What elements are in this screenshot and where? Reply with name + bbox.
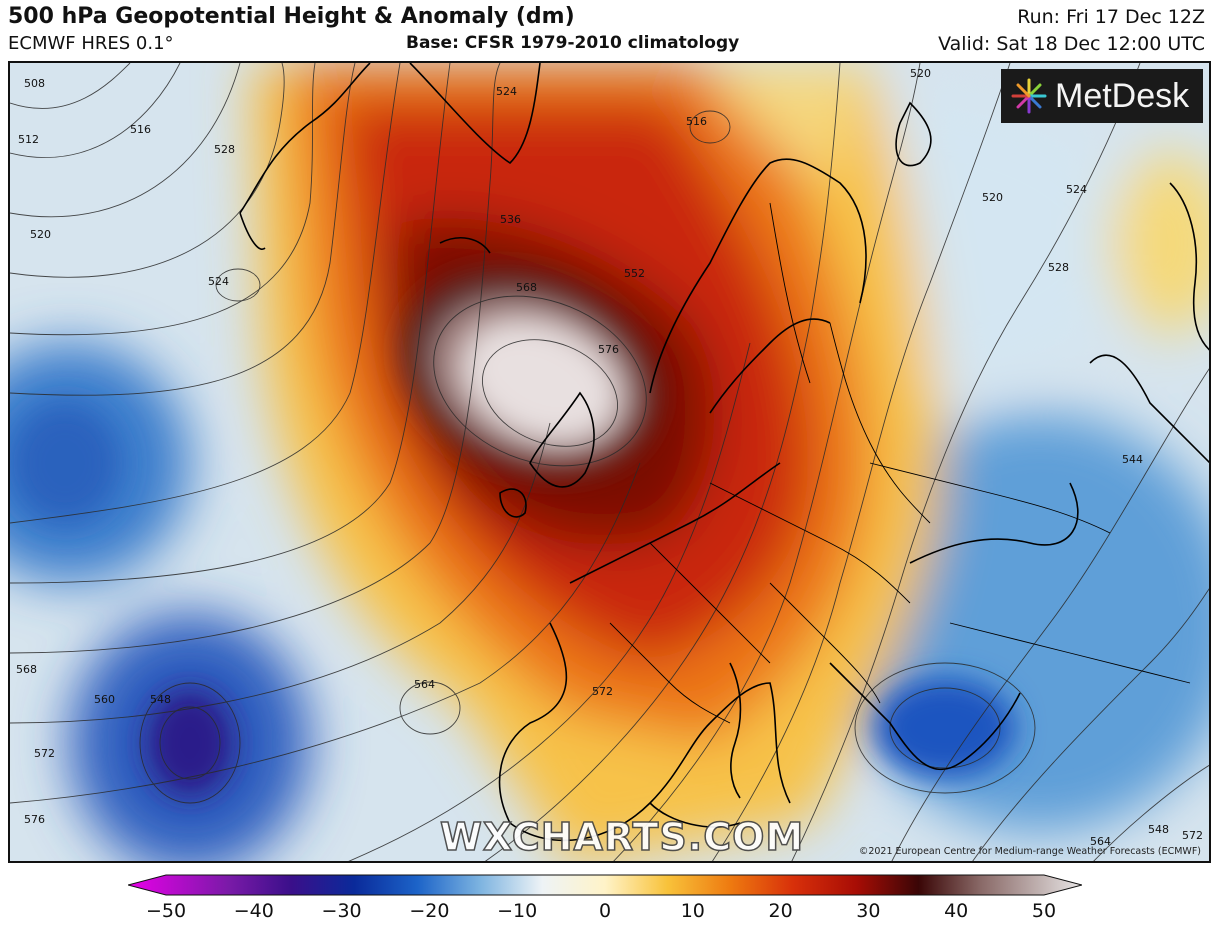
contour-label: 560 [94, 693, 115, 706]
contour-label: 548 [1148, 823, 1169, 836]
contour-label: 544 [1122, 453, 1143, 466]
colorbar-tick-label: 50 [1031, 900, 1057, 922]
contour-label: 572 [34, 747, 55, 760]
metdesk-logo-text: MetDesk [1055, 76, 1190, 115]
height-contours [10, 63, 1209, 861]
run-time: Run: Fri 17 Dec 12Z [1017, 6, 1205, 28]
colorbar-tick-label: 30 [856, 900, 881, 922]
colorbar-tick-label: −30 [321, 900, 362, 922]
model-label: ECMWF HRES 0.1° [8, 33, 174, 54]
contour-label: 516 [686, 115, 707, 128]
contour-label: 572 [592, 685, 613, 698]
contour-label: 524 [496, 85, 517, 98]
contour-label: 568 [516, 281, 537, 294]
contour-label: 548 [150, 693, 171, 706]
colorbar-bar [128, 874, 1082, 896]
contour-label: 528 [214, 143, 235, 156]
colorbar-tick-label: 40 [944, 900, 969, 922]
contour-label: 536 [500, 213, 521, 226]
contour-label: 508 [24, 77, 45, 90]
contour-label: 512 [18, 133, 39, 146]
climatology-base: Base: CFSR 1979-2010 climatology [406, 33, 740, 53]
contour-label: 572 [1182, 829, 1203, 842]
ridge-core [404, 272, 656, 474]
anomaly-colorbar [128, 874, 1082, 896]
colorbar-tick-label: 0 [598, 900, 612, 922]
chart-title: 500 hPa Geopotential Height & Anomaly (d… [8, 4, 575, 29]
contour-label: 520 [30, 228, 51, 241]
contour-label: 524 [208, 275, 229, 288]
contour-label: 552 [624, 267, 645, 280]
metdesk-pinwheel-icon [1011, 78, 1047, 114]
wxcharts-watermark: WXCHARTS.COM [439, 814, 805, 860]
colorbar-tick-label: −40 [233, 900, 274, 922]
contour-label: 520 [910, 67, 931, 80]
contour-label: 528 [1048, 261, 1069, 274]
contour-label-group: 508 512 516 520 524 528 516 520 524 528 … [16, 67, 1203, 848]
contour-label: 576 [24, 813, 45, 826]
contour-label: 520 [982, 191, 1003, 204]
metdesk-logo: MetDesk [1001, 69, 1203, 123]
contour-label: 568 [16, 663, 37, 676]
contour-label: 516 [130, 123, 151, 136]
valid-time: Valid: Sat 18 Dec 12:00 UTC [938, 33, 1205, 55]
colorbar-tick-label: 10 [680, 900, 705, 922]
colorbar-tick-label: −50 [145, 900, 187, 922]
colorbar-tick-label: 20 [768, 900, 793, 922]
coastlines [239, 63, 1209, 842]
anomaly-map: 508 512 516 520 524 528 516 520 524 528 … [10, 63, 1209, 861]
colorbar-tick-label: −10 [497, 900, 538, 922]
country-borders [609, 202, 1191, 724]
trough-cores [10, 403, 1015, 798]
contour-label: 576 [598, 343, 619, 356]
contour-label: 524 [1066, 183, 1087, 196]
colorbar-tick-label: −20 [409, 900, 450, 922]
copyright-notice: ©2021 European Centre for Medium-range W… [858, 846, 1201, 857]
map-frame: 508 512 516 520 524 528 516 520 524 528 … [8, 61, 1211, 863]
contour-label: 564 [414, 678, 435, 691]
contour-label: 564 [1090, 835, 1111, 848]
